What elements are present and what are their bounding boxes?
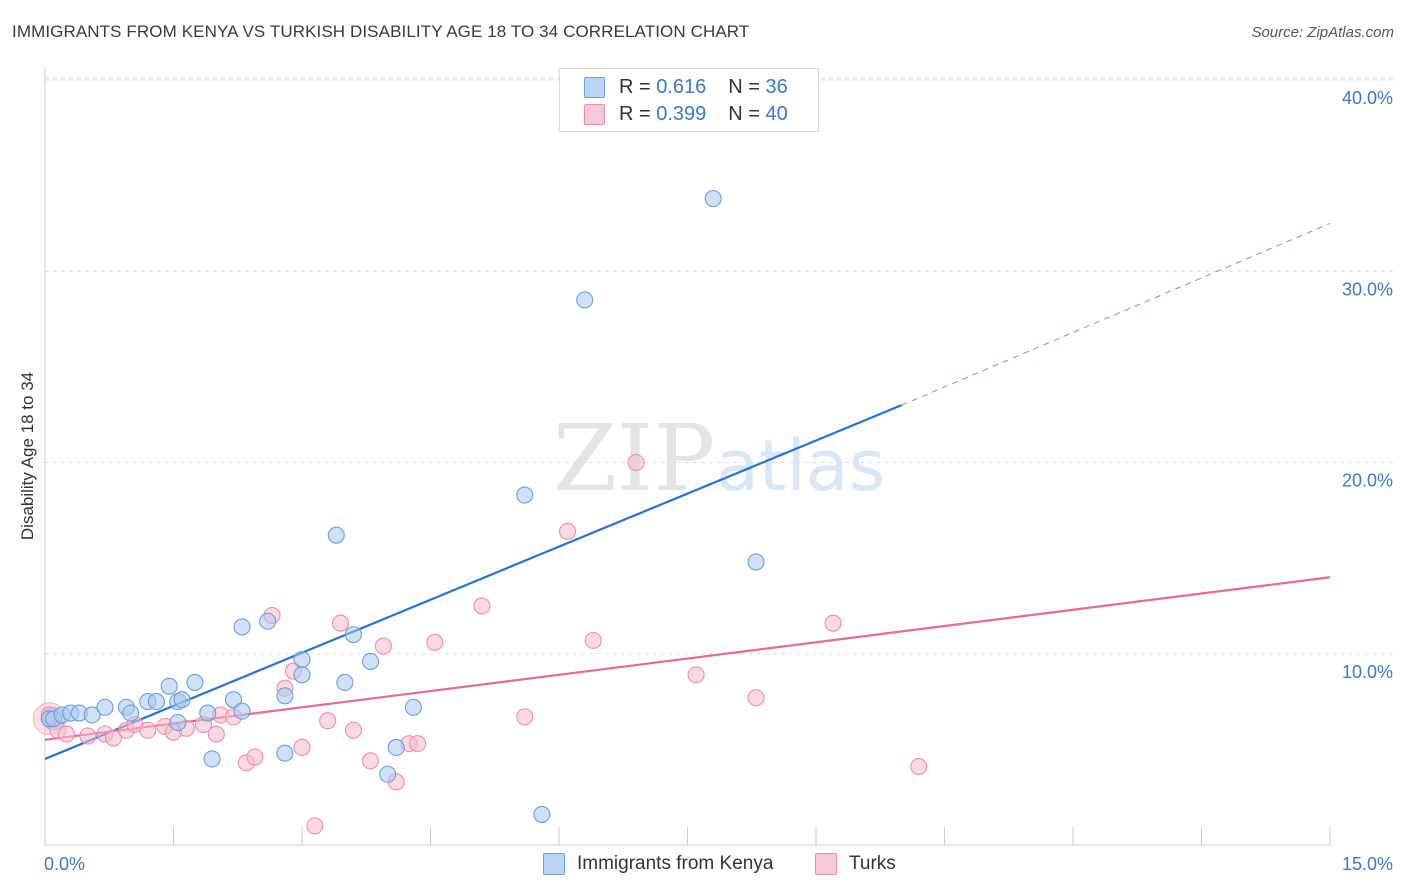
kenya-point: [199, 704, 217, 722]
y-tick-label: 20.0%: [1342, 471, 1393, 491]
bottom-legend-label-kenya: Immigrants from Kenya: [577, 853, 774, 874]
kenya-point: [516, 486, 534, 504]
turks-point: [584, 631, 602, 649]
kenya-point: [169, 714, 187, 732]
x-tick-label-max: 15.0%: [1342, 854, 1393, 874]
kenya-point: [83, 706, 101, 724]
chart-title: IMMIGRANTS FROM KENYA VS TURKISH DISABIL…: [12, 22, 750, 41]
turks-point: [293, 738, 311, 757]
kenya-point: [704, 190, 722, 208]
watermark: ZIP atlas: [553, 405, 885, 512]
kenya-point: [122, 704, 140, 722]
legend-r-value: 0.616: [656, 75, 707, 98]
turks-point: [409, 735, 427, 753]
turks-point: [747, 689, 765, 707]
legend-n-value: 40: [765, 102, 788, 125]
kenya-point: [259, 612, 277, 630]
kenya-point: [96, 698, 114, 716]
kenya-point: [336, 673, 354, 691]
turks-point: [104, 729, 123, 747]
kenya-point: [327, 526, 345, 544]
bottom-swatch-turks: [815, 853, 837, 875]
kenya-point: [293, 650, 311, 669]
turks-point: [207, 725, 225, 743]
legend-swatch-turks: [584, 103, 605, 125]
legend-n-value: 36: [765, 75, 788, 98]
y-tick-label: 40.0%: [1342, 88, 1393, 108]
kenya-point: [186, 673, 204, 691]
kenya-point: [293, 666, 311, 684]
legend-n-label: N =: [728, 102, 760, 125]
bottom-legend-label-turks: Turks: [849, 853, 896, 874]
bottom-legend-kenya: Immigrants from Kenya: [543, 850, 773, 878]
turks-point: [426, 633, 444, 651]
turks-point: [139, 721, 157, 739]
kenya-point: [576, 291, 594, 309]
kenya-point: [276, 744, 294, 762]
legend-r-label: R =: [619, 75, 651, 98]
x-tick-labels: 0.0% 15.0%: [44, 854, 1393, 874]
kenya-point: [160, 677, 178, 695]
turks-point: [361, 752, 380, 770]
kenya-point: [224, 691, 243, 709]
kenya-point: [344, 626, 362, 644]
legend-n-label: N =: [728, 75, 760, 98]
legend-r-value: 0.399: [656, 102, 707, 125]
watermark-atlas: atlas: [716, 425, 885, 507]
kenya-point: [747, 553, 765, 571]
turks-point: [627, 453, 645, 472]
bottom-swatch-kenya: [543, 853, 565, 875]
turks-point: [344, 721, 362, 739]
kenya-point: [404, 698, 422, 716]
turks-point: [910, 758, 928, 776]
x-tick-label-min: 0.0%: [44, 854, 85, 874]
turks-point: [306, 817, 324, 835]
legend: R = 0.616 N = 36 R = 0.399 N = 40: [559, 68, 819, 132]
legend-r-label: R =: [619, 102, 651, 125]
bottom-legend-turks: Turks: [815, 850, 896, 878]
kenya-point: [233, 702, 251, 720]
kenya-point: [387, 738, 405, 757]
legend-swatch-kenya: [584, 76, 605, 98]
data-points: [32, 190, 928, 835]
turks-point: [319, 712, 337, 730]
y-axis-label: Disability Age 18 to 34: [18, 372, 37, 540]
turks-point: [57, 725, 75, 743]
turks-point: [79, 727, 97, 745]
kenya-point: [276, 687, 294, 705]
grid-lines: [45, 77, 1395, 655]
kenya-point: [173, 691, 191, 709]
y-tick-label: 30.0%: [1342, 279, 1393, 299]
kenya-point: [233, 618, 251, 636]
legend-row-turks: R = 0.399 N = 40: [584, 101, 788, 127]
kenya-point: [533, 805, 551, 823]
turks-point: [246, 748, 264, 766]
kenya-point: [361, 652, 380, 670]
kenya-point: [147, 693, 165, 711]
turks-point: [559, 522, 577, 540]
turks-point: [473, 597, 491, 615]
turks-point: [374, 637, 392, 655]
turks-point: [516, 708, 534, 726]
y-tick-label: 10.0%: [1342, 662, 1393, 682]
kenya-trend-extension: [901, 222, 1331, 406]
turks-point: [824, 614, 842, 632]
legend-row-kenya: R = 0.616 N = 36: [584, 74, 788, 100]
turks-point: [331, 614, 350, 632]
turks-point: [687, 666, 705, 684]
turks-trend-line: [44, 576, 1331, 741]
kenya-point: [203, 750, 221, 768]
y-tick-labels: 10.0% 20.0% 30.0% 40.0%: [1342, 88, 1393, 682]
kenya-point: [379, 765, 397, 783]
source-label: Source: ZipAtlas.com: [1251, 24, 1394, 41]
